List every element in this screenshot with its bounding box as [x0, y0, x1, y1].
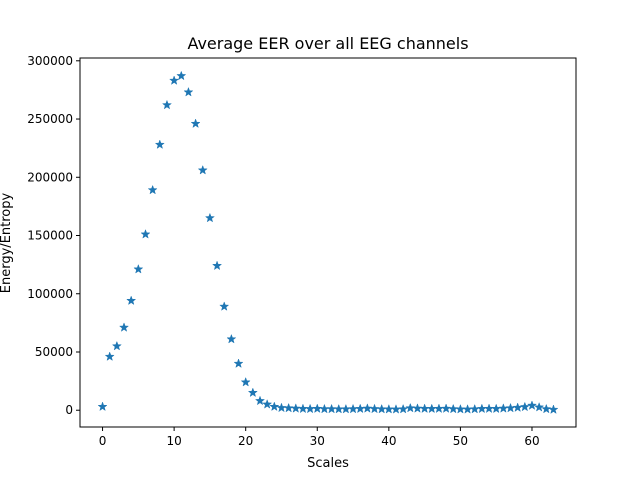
data-point-star: [262, 399, 273, 409]
data-point-star: [204, 212, 215, 223]
data-point-star: [269, 401, 280, 412]
y-tick-label: 250000: [27, 112, 73, 126]
data-point-star: [290, 403, 301, 413]
data-point-star: [483, 403, 495, 414]
data-point-star: [226, 333, 237, 344]
data-point-star: [340, 403, 351, 414]
data-point-star: [426, 403, 437, 414]
x-tick-label: 50: [453, 434, 468, 448]
data-point-star: [183, 86, 194, 97]
data-point-star: [176, 70, 187, 81]
data-point-star: [505, 402, 516, 413]
data-points: [97, 70, 559, 414]
chart-title: Average EER over all EEG channels: [187, 34, 468, 53]
data-point-star: [233, 358, 244, 368]
y-tick-label: 200000: [27, 170, 73, 184]
data-point-star: [433, 403, 445, 414]
data-point-star: [541, 403, 552, 414]
data-point-star: [111, 340, 122, 351]
data-point-star: [526, 400, 538, 410]
data-point-star: [319, 403, 330, 414]
data-point-star: [147, 184, 158, 195]
x-tick-label: 20: [238, 434, 253, 448]
data-point-star: [312, 403, 323, 414]
x-tick-label: 30: [310, 434, 325, 448]
x-tick-label: 60: [524, 434, 539, 448]
data-point-star: [333, 403, 344, 414]
data-point-star: [118, 322, 130, 332]
data-point-star: [548, 404, 559, 414]
data-point-star: [390, 404, 402, 414]
data-point-star: [476, 403, 487, 414]
data-point-star: [462, 404, 473, 414]
data-point-star: [305, 403, 316, 414]
data-point-star: [355, 403, 366, 414]
data-point-star: [140, 229, 151, 239]
plot-frame: [79, 57, 577, 428]
data-point-star: [326, 403, 337, 414]
data-point-star: [154, 139, 165, 149]
data-point-star: [376, 403, 387, 414]
data-point-star: [126, 295, 137, 306]
data-point-star: [419, 403, 430, 414]
data-point-star: [512, 402, 523, 412]
data-point-star: [190, 118, 201, 128]
data-point-star: [254, 395, 266, 406]
data-point-star: [369, 403, 380, 414]
data-point-star: [219, 301, 230, 311]
data-point-star: [491, 403, 502, 414]
data-point-star: [283, 402, 294, 413]
y-tick-label: 50000: [35, 345, 73, 359]
data-point-star: [240, 376, 251, 387]
x-tick-label: 10: [166, 434, 181, 448]
data-point-star: [161, 99, 173, 110]
data-point-star: [441, 403, 452, 413]
data-point-star: [211, 260, 223, 271]
data-point-star: [412, 403, 423, 413]
data-point-star: [247, 387, 258, 398]
data-point-star: [455, 403, 466, 414]
data-point-star: [534, 401, 545, 412]
data-point-star: [297, 403, 309, 414]
data-point-star: [347, 403, 359, 414]
data-point-star: [469, 403, 480, 414]
y-axis-label: Energy/Entropy: [0, 192, 14, 293]
x-tick-label: 40: [381, 434, 396, 448]
x-tick-label: 0: [99, 434, 107, 448]
data-point-star: [133, 263, 144, 274]
data-point-star: [405, 402, 416, 413]
data-point-star: [169, 75, 180, 85]
y-tick-label: 100000: [27, 287, 73, 301]
data-point-star: [448, 403, 459, 414]
x-axis-label: Scales: [307, 456, 349, 471]
data-point-star: [398, 403, 409, 414]
data-point-star: [97, 401, 108, 412]
data-point-star: [383, 403, 394, 414]
data-point-star: [104, 351, 115, 361]
y-tick-label: 0: [65, 403, 73, 417]
data-point-star: [519, 401, 530, 412]
data-point-star: [197, 164, 208, 175]
y-tick-label: 150000: [27, 229, 73, 243]
data-point-star: [362, 403, 373, 413]
data-point-star: [276, 402, 287, 413]
data-point-star: [498, 403, 509, 413]
ticks-group: 0 10 20 30 40 50 60 0 50000 100000 150000 200000 250…: [27, 54, 539, 448]
y-tick-label: 300000: [27, 54, 73, 68]
